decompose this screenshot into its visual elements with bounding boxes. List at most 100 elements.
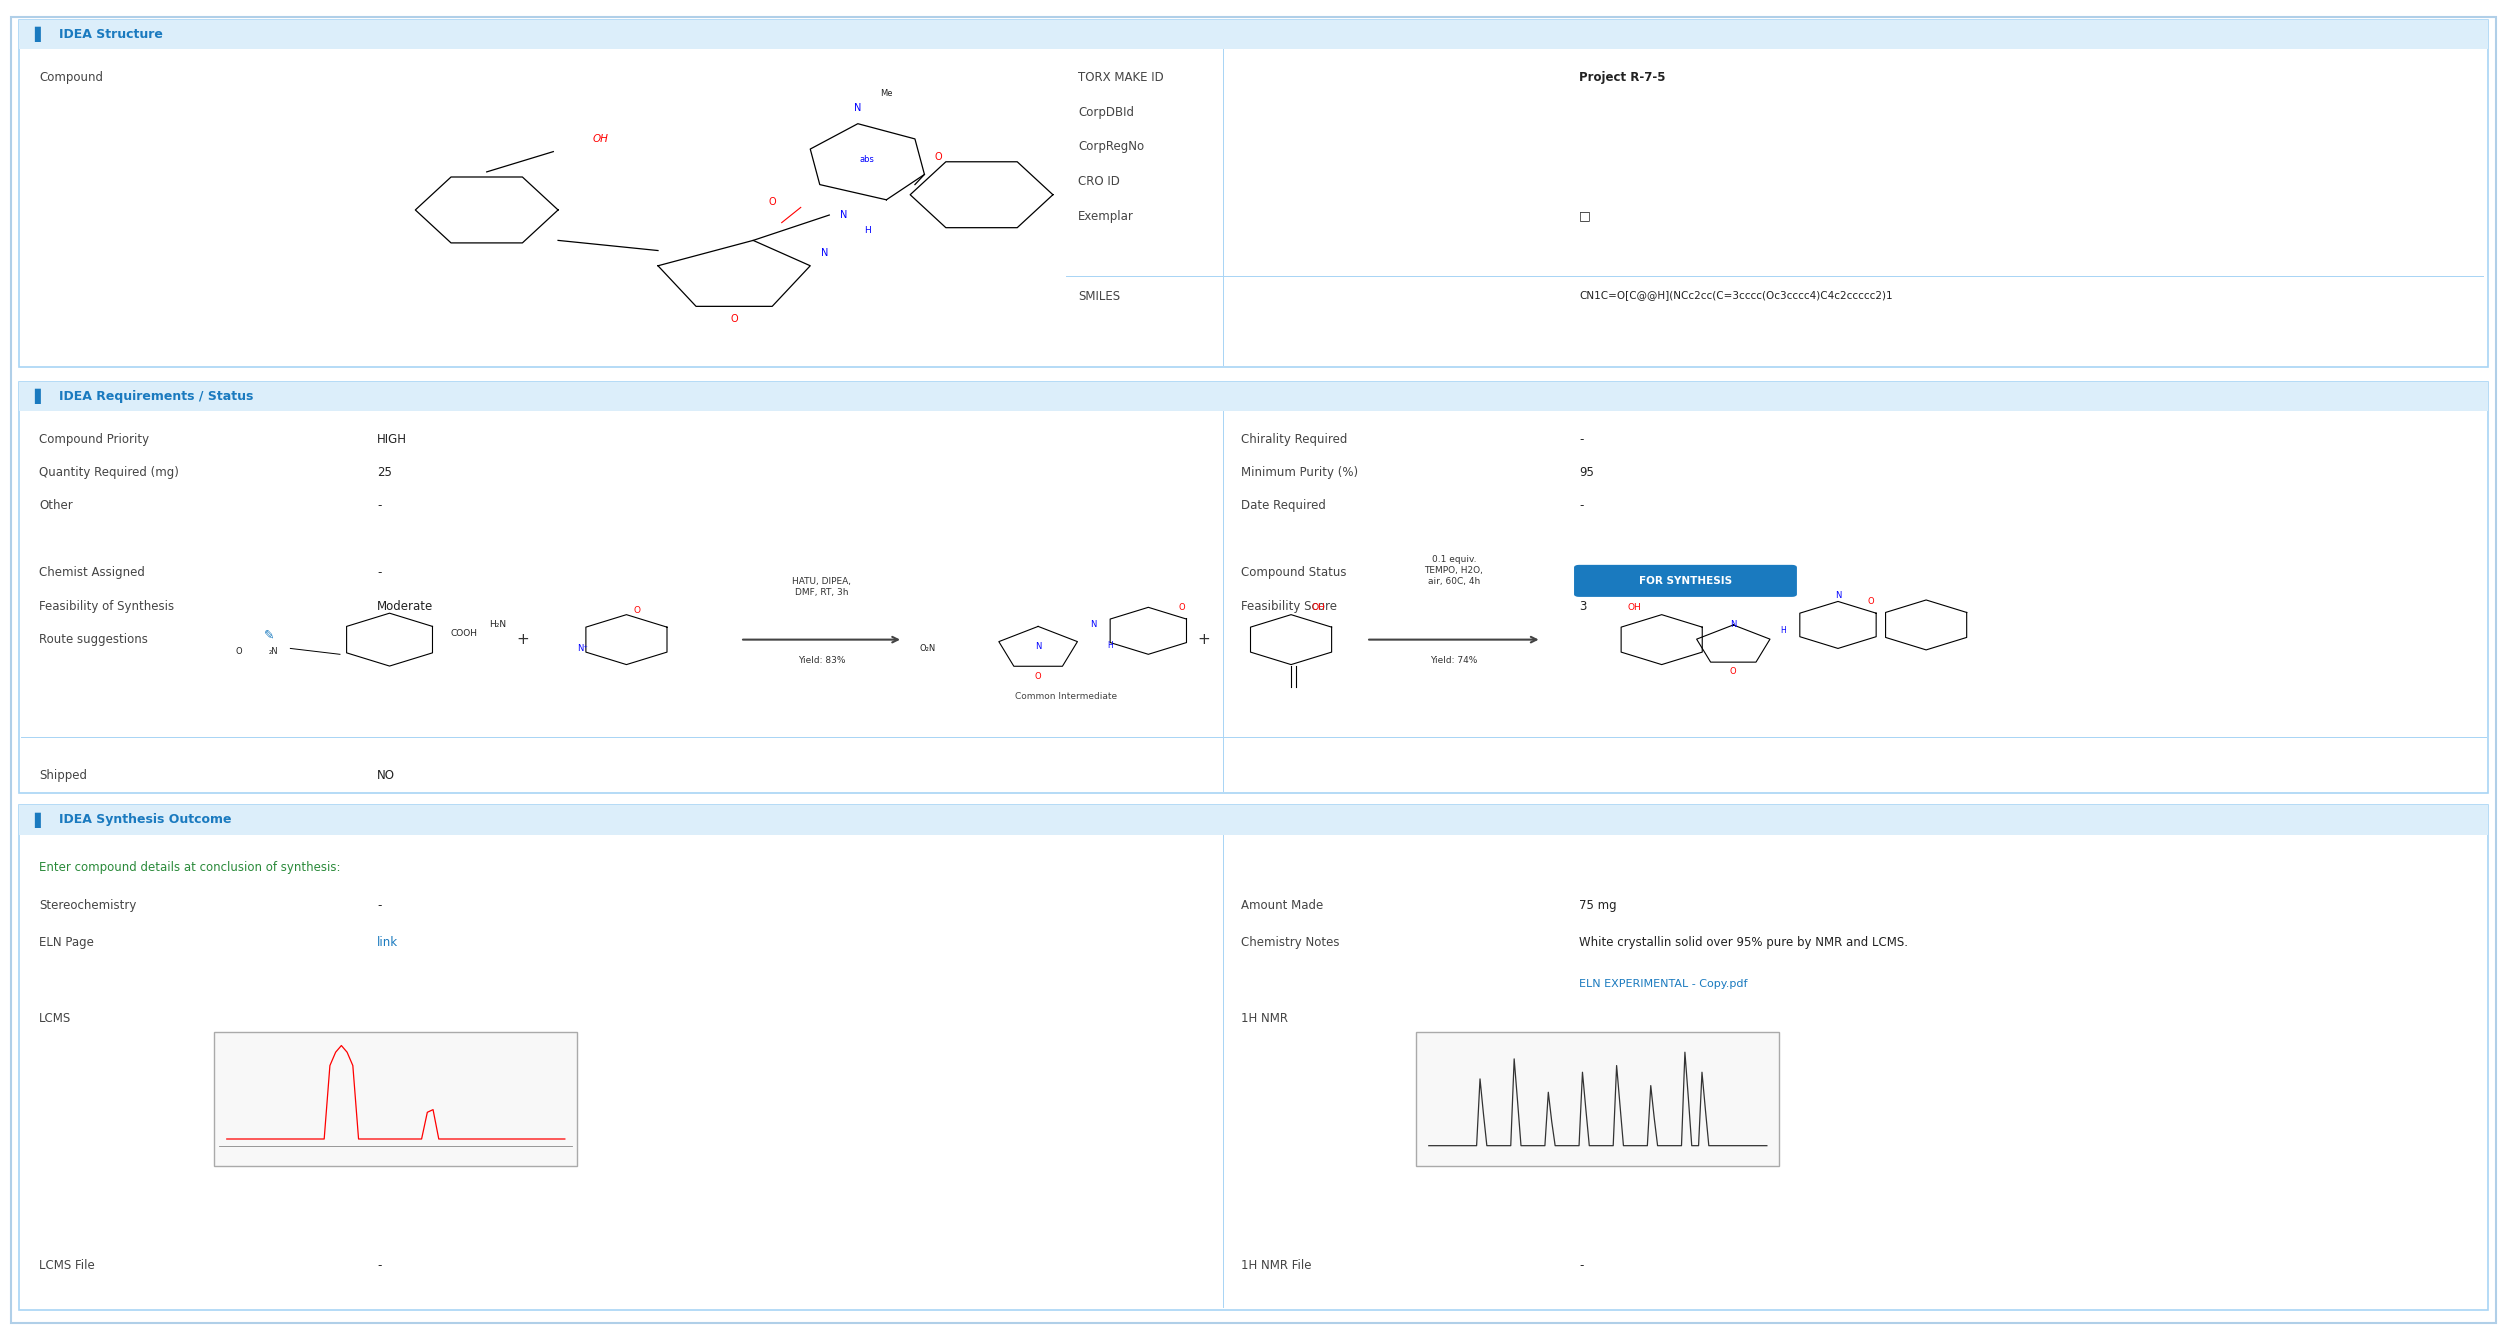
Text: 75 mg: 75 mg <box>1579 899 1617 911</box>
Text: COOH: COOH <box>451 629 476 638</box>
Text: O: O <box>1868 597 1875 606</box>
FancyBboxPatch shape <box>20 805 2487 1310</box>
Text: Quantity Required (mg): Quantity Required (mg) <box>40 466 178 479</box>
Text: FOR SYNTHESIS: FOR SYNTHESIS <box>1640 575 1732 586</box>
Text: O: O <box>634 606 642 614</box>
Text: 0.1 equiv.
TEMPO, H2O,
air, 60C, 4h: 0.1 equiv. TEMPO, H2O, air, 60C, 4h <box>1424 555 1484 586</box>
Text: Chemist Assigned: Chemist Assigned <box>40 566 145 579</box>
Text: -: - <box>1579 1259 1584 1272</box>
Text: ELN EXPERIMENTAL - Copy.pdf: ELN EXPERIMENTAL - Copy.pdf <box>1579 979 1747 989</box>
Text: Me: Me <box>880 88 892 98</box>
Bar <box>213 1032 577 1165</box>
Text: □: □ <box>1579 210 1592 222</box>
Bar <box>20 805 2487 835</box>
Text: Project R-7-5: Project R-7-5 <box>1579 71 1665 84</box>
Text: O: O <box>935 151 943 162</box>
Text: CN1C=O[C@@H](NCc2cc(C=3cccc(Oc3cccc4)C4c2ccccc2)1: CN1C=O[C@@H](NCc2cc(C=3cccc(Oc3cccc4)C4c… <box>1579 290 1893 300</box>
Text: -: - <box>1579 432 1584 446</box>
Text: Enter compound details at conclusion of synthesis:: Enter compound details at conclusion of … <box>40 862 341 874</box>
Text: O: O <box>730 314 737 324</box>
Text: N⁺: N⁺ <box>577 644 587 653</box>
Text: Yield: 74%: Yield: 74% <box>1429 656 1477 665</box>
Bar <box>20 20 2487 50</box>
Text: N: N <box>1091 621 1096 629</box>
Text: -: - <box>1579 499 1584 512</box>
Text: -: - <box>376 566 381 579</box>
Text: O: O <box>1035 672 1040 681</box>
Text: N: N <box>840 210 847 219</box>
Text: link: link <box>376 937 399 949</box>
Text: ▌: ▌ <box>35 389 45 404</box>
Text: Stereochemistry: Stereochemistry <box>40 899 135 911</box>
Text: Shipped: Shipped <box>40 769 88 783</box>
Text: Compound: Compound <box>40 71 103 84</box>
Text: IDEA Structure: IDEA Structure <box>60 28 163 41</box>
Text: Exemplar: Exemplar <box>1078 210 1133 222</box>
Text: CorpRegNo: CorpRegNo <box>1078 140 1143 154</box>
Text: O: O <box>767 197 777 207</box>
Text: Feasibility Score: Feasibility Score <box>1241 599 1336 613</box>
Text: Yield: 83%: Yield: 83% <box>797 656 845 665</box>
Text: +: + <box>516 632 529 648</box>
Text: IDEA Requirements / Status: IDEA Requirements / Status <box>60 391 253 403</box>
FancyBboxPatch shape <box>1574 565 1798 597</box>
Text: CRO ID: CRO ID <box>1078 175 1121 187</box>
Text: Other: Other <box>40 499 73 512</box>
Text: LCMS File: LCMS File <box>40 1259 95 1272</box>
FancyBboxPatch shape <box>20 20 2487 367</box>
Text: Common Intermediate: Common Intermediate <box>1015 693 1116 701</box>
Text: 3: 3 <box>1579 599 1587 613</box>
Text: OH: OH <box>1311 603 1326 611</box>
Text: N: N <box>1035 642 1040 652</box>
Text: HATU, DIPEA,
DMF, RT, 3h: HATU, DIPEA, DMF, RT, 3h <box>792 577 850 597</box>
Text: N: N <box>1730 621 1737 629</box>
Text: NO: NO <box>376 769 396 783</box>
Text: ₂N: ₂N <box>268 646 278 656</box>
Text: Compound Priority: Compound Priority <box>40 432 148 446</box>
Text: 25: 25 <box>376 466 391 479</box>
Text: 1H NMR: 1H NMR <box>1241 1012 1289 1025</box>
Text: -: - <box>376 899 381 911</box>
Text: Chemistry Notes: Chemistry Notes <box>1241 937 1339 949</box>
Text: Moderate: Moderate <box>376 599 434 613</box>
Text: O: O <box>1178 603 1186 611</box>
Text: N: N <box>1835 591 1840 599</box>
Text: H₂N: H₂N <box>489 621 506 629</box>
Text: H: H <box>865 226 870 234</box>
Text: H: H <box>1108 641 1113 650</box>
Text: -: - <box>376 499 381 512</box>
Text: O: O <box>236 646 241 656</box>
Text: CorpDBId: CorpDBId <box>1078 106 1133 119</box>
Text: Date Required: Date Required <box>1241 499 1326 512</box>
Text: +: + <box>1196 632 1211 648</box>
Text: Amount Made: Amount Made <box>1241 899 1324 911</box>
Text: O: O <box>1730 668 1737 677</box>
Text: N: N <box>855 103 862 114</box>
Text: Route suggestions: Route suggestions <box>40 633 148 646</box>
Text: HIGH: HIGH <box>376 432 406 446</box>
Text: N: N <box>820 248 827 258</box>
Text: 1H NMR File: 1H NMR File <box>1241 1259 1311 1272</box>
Text: LCMS: LCMS <box>40 1012 70 1025</box>
Text: ✎: ✎ <box>263 629 276 642</box>
Text: O₂N: O₂N <box>920 644 935 653</box>
Text: TORX MAKE ID: TORX MAKE ID <box>1078 71 1163 84</box>
Text: 95: 95 <box>1579 466 1594 479</box>
Text: White crystallin solid over 95% pure by NMR and LCMS.: White crystallin solid over 95% pure by … <box>1579 937 1908 949</box>
Text: Compound Status: Compound Status <box>1241 566 1346 579</box>
FancyBboxPatch shape <box>20 381 2487 793</box>
Text: OH: OH <box>594 134 609 145</box>
Text: ELN Page: ELN Page <box>40 937 93 949</box>
Bar <box>1416 1032 1780 1165</box>
Text: -: - <box>376 1259 381 1272</box>
Text: OH: OH <box>1627 603 1642 611</box>
Text: Chirality Required: Chirality Required <box>1241 432 1346 446</box>
Text: ▌: ▌ <box>35 812 45 827</box>
Text: SMILES: SMILES <box>1078 290 1121 302</box>
Text: ▌: ▌ <box>35 27 45 43</box>
Bar <box>20 381 2487 411</box>
Text: abs: abs <box>860 155 875 163</box>
Text: Minimum Purity (%): Minimum Purity (%) <box>1241 466 1359 479</box>
Text: Feasibility of Synthesis: Feasibility of Synthesis <box>40 599 173 613</box>
Text: IDEA Synthesis Outcome: IDEA Synthesis Outcome <box>60 814 231 827</box>
